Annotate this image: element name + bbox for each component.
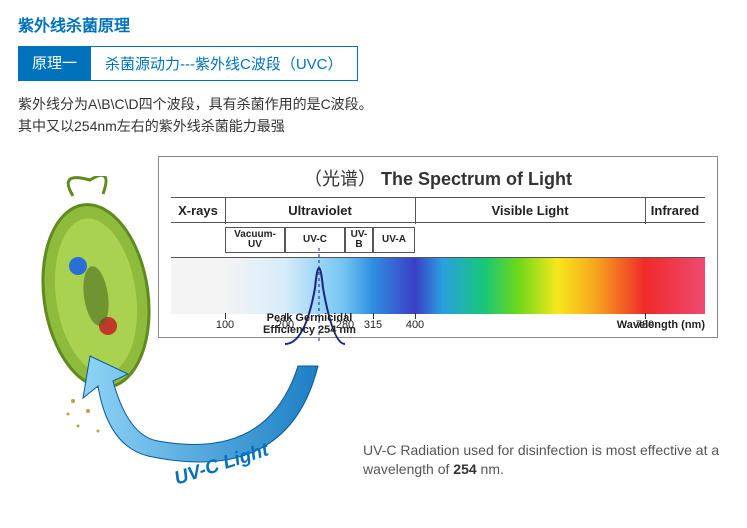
header-divider [415, 198, 416, 224]
chart-title: （光谱） The Spectrum of Light [171, 165, 705, 191]
principle-row: 原理一 杀菌源动力---紫外线C波段（UVC） [18, 46, 729, 81]
spectrum-segment [285, 258, 345, 314]
tick-label: 100 [216, 319, 234, 331]
spectrum-segment [645, 258, 705, 314]
header-cell: Infrared [645, 198, 705, 224]
sub-cell: Vacuum- UV [225, 227, 285, 253]
principle-desc: 杀菌源动力---紫外线C波段（UVC） [91, 46, 358, 81]
tick-label: 780 [636, 319, 654, 331]
header-cell: Ultraviolet [225, 198, 415, 224]
spectrum-segment [225, 258, 285, 314]
sub-cell: UV- B [345, 227, 373, 253]
spectrum-chart-box: （光谱） The Spectrum of Light X-raysUltravi… [158, 156, 718, 338]
spectrum-segment [345, 258, 373, 314]
spectrum-diagram: （光谱） The Spectrum of Light X-raysUltravi… [18, 156, 729, 516]
caption-post: nm. [477, 461, 504, 477]
principle-badge: 原理一 [18, 46, 91, 81]
chart-title-en: The Spectrum of Light [381, 169, 572, 189]
caption-pre: UV-C Radiation used for disinfection is … [363, 442, 719, 478]
tick-label: 400 [406, 319, 424, 331]
caption-text: UV-C Radiation used for disinfection is … [363, 441, 733, 480]
spectrum-segment [415, 258, 645, 314]
spectrum-header-row: X-raysUltravioletVisible LightInfrared [171, 197, 705, 223]
sub-cell: UV-C [285, 227, 345, 253]
header-divider [225, 198, 226, 224]
tick-label: 315 [364, 319, 382, 331]
body-text: 紫外线分为A\B\C\D四个波段，具有杀菌作用的是C波段。 其中又以254nm左… [18, 93, 729, 138]
peak-label: Peak Germicidal Efficiency 254 nm [263, 312, 356, 336]
spectrum-tick-row: Wavelength (nm) 100200280315400780 [171, 313, 705, 329]
header-cell: Visible Light [415, 198, 645, 224]
body-line-2: 其中又以254nm左右的紫外线杀菌能力最强 [18, 115, 729, 137]
spectrum-segment [373, 258, 415, 314]
sub-cell: UV-A [373, 227, 415, 253]
wavelength-axis-label: Wavelength (nm) [617, 319, 705, 331]
main-title: 紫外线杀菌原理 [18, 12, 729, 36]
header-divider [645, 198, 646, 224]
chart-title-cn: （光谱） [304, 169, 376, 189]
body-line-1: 紫外线分为A\B\C\D四个波段，具有杀菌作用的是C波段。 [18, 93, 729, 115]
caption-bold: 254 [453, 461, 476, 477]
spectrum-bar [171, 257, 705, 313]
spectrum-sub-row: Vacuum- UVUV-CUV- BUV-A [171, 227, 705, 253]
spectrum-segment [171, 258, 225, 314]
header-cell: X-rays [171, 198, 225, 224]
